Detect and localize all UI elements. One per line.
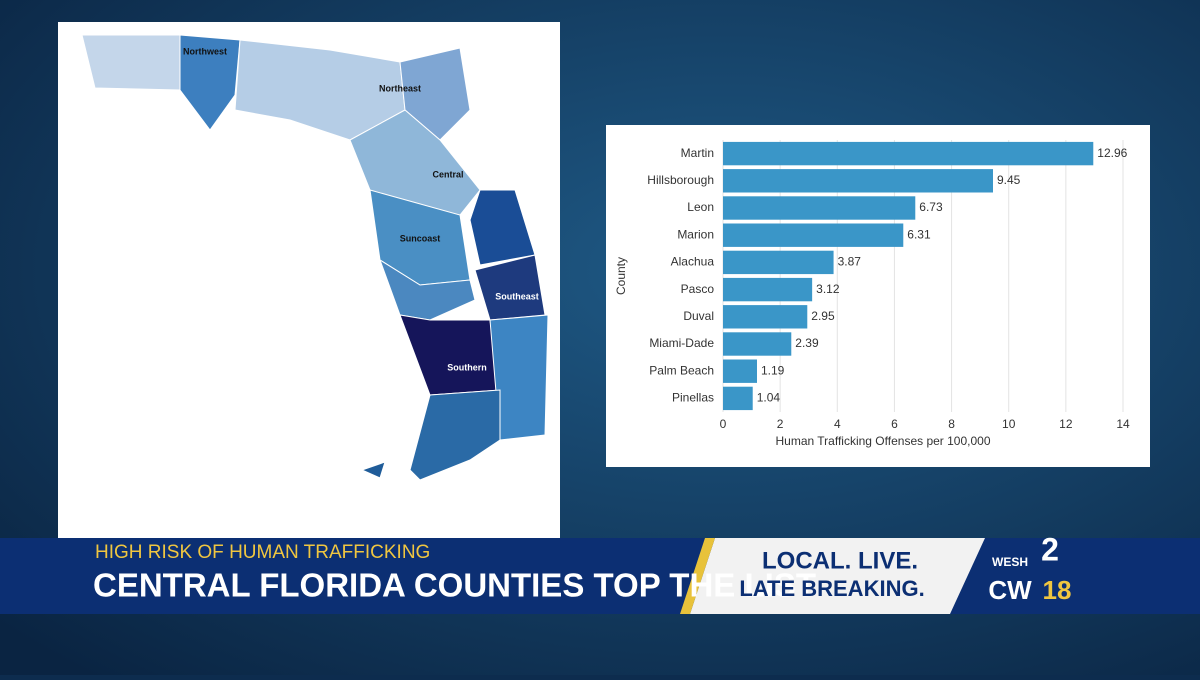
bar [723,332,792,356]
value-label: 2.95 [811,309,835,323]
y-tick-label: Palm Beach [649,363,714,377]
region-label: Northwest [183,46,227,56]
x-tick-label: 10 [1002,417,1016,431]
bar [723,196,916,220]
region-label: Northeast [379,83,421,93]
kicker: HIGH RISK OF HUMAN TRAFFICKING [95,542,430,563]
y-tick-label: Alachua [671,255,715,269]
banner [0,538,1200,614]
logo-text: CW [988,575,1032,605]
value-label: 12.96 [1097,146,1127,160]
x-tick-label: 14 [1116,417,1130,431]
bar [723,277,813,302]
y-tick-label: Pinellas [672,391,714,405]
y-tick-label: Duval [683,309,714,323]
tagline-accent [680,538,715,614]
bar [723,386,753,411]
x-tick-label: 2 [777,417,784,431]
x-tick-label: 8 [948,417,955,431]
logo-text: 18 [1043,575,1072,605]
region-label: Central [432,169,463,179]
y-tick-label: Marion [677,227,714,241]
value-label: 3.87 [838,255,862,269]
y-axis-label: County [614,257,628,295]
region-label: Southeast [495,291,539,301]
bar [723,169,993,193]
region-label: Suncoast [400,233,441,243]
y-tick-label: Martin [681,146,714,160]
x-tick-label: 4 [834,417,841,431]
value-label: 6.31 [907,227,931,241]
bar [723,359,757,383]
logo-text: WESH [992,555,1028,569]
tagline: LOCAL. LIVE. [762,547,918,574]
y-tick-label: Leon [687,200,714,214]
y-tick-label: Pasco [681,282,715,296]
bar [723,250,834,275]
value-label: 3.12 [816,282,840,296]
value-label: 9.45 [997,173,1021,187]
x-tick-label: 12 [1059,417,1073,431]
value-label: 2.39 [795,336,819,350]
x-tick-label: 6 [891,417,898,431]
region-label: Southern [447,362,487,372]
headline: CENTRAL FLORIDA COUNTIES TOP THE LIST [93,567,816,604]
bar [723,141,1094,166]
y-tick-label: Hillsborough [647,173,714,187]
x-tick-label: 0 [720,417,727,431]
value-label: 6.73 [919,200,943,214]
value-label: 1.19 [761,363,785,377]
value-label: 1.04 [757,391,781,405]
y-tick-label: Miami-Dade [649,336,714,350]
logo-text: 2 [1041,531,1059,567]
bar [723,305,808,329]
tagline: LATE BREAKING. [739,576,924,601]
x-axis-label: Human Trafficking Offenses per 100,000 [775,434,990,448]
bar [723,223,904,247]
tagline-panel [690,538,985,614]
florida-map [81,34,549,481]
